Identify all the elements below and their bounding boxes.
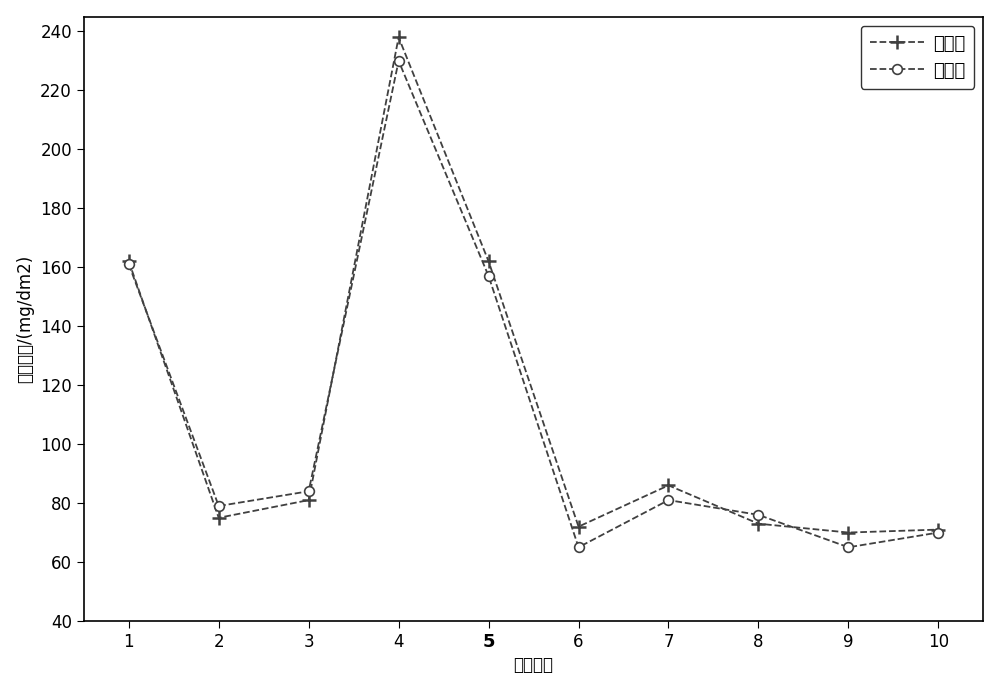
Y-axis label: 腹蚀增量/(mg/dm2): 腹蚀增量/(mg/dm2): [17, 255, 35, 383]
X-axis label: 实验组号: 实验组号: [514, 656, 554, 674]
预测値: [573, 543, 585, 551]
预测値: [842, 543, 854, 551]
预测値: [932, 529, 944, 537]
实测値: [303, 496, 315, 504]
预测値: [483, 272, 495, 281]
实测値: [932, 525, 944, 533]
预测値: [303, 487, 315, 495]
预测値: [752, 511, 764, 519]
实测値: [123, 257, 135, 265]
实测値: [483, 257, 495, 265]
实测値: [752, 520, 764, 528]
预测値: [213, 502, 225, 510]
实测値: [213, 513, 225, 522]
预测値: [123, 260, 135, 268]
Line: 预测値: 预测値: [124, 56, 943, 552]
Legend: 实测値, 预测値: 实测値, 预测値: [861, 26, 974, 88]
Line: 实测値: 实测値: [122, 30, 945, 540]
预测値: [662, 496, 674, 504]
预测値: [393, 57, 405, 65]
实测値: [842, 529, 854, 537]
实测値: [393, 33, 405, 41]
实测値: [573, 522, 585, 531]
实测値: [662, 481, 674, 489]
